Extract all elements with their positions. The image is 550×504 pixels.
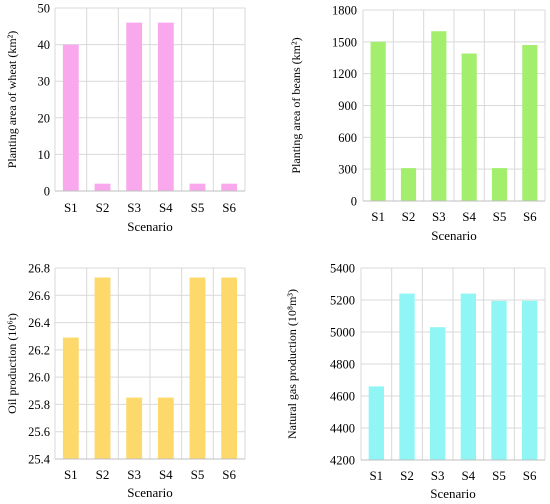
bar-s3 (126, 397, 143, 459)
y-axis-title: Planting area of beans (km²) (289, 37, 303, 173)
y-tick-label: 26.2 (28, 343, 50, 357)
bar-s1 (368, 386, 384, 460)
x-axis-title: Scenario (127, 219, 172, 234)
x-axis-title: Scenario (431, 228, 476, 243)
bar-s6 (522, 300, 538, 460)
y-tick-label: 4800 (330, 358, 355, 372)
y-tick-label: 26.4 (28, 316, 51, 330)
bar-s6 (221, 183, 238, 191)
bar-s2 (399, 293, 415, 460)
y-tick-label: 0 (44, 185, 50, 199)
y-tick-label: 25.6 (28, 425, 50, 439)
y-tick-label: 20 (38, 111, 51, 125)
bar-s6 (522, 45, 538, 202)
x-tick-label: S5 (492, 468, 506, 483)
y-tick-label: 5400 (330, 262, 355, 276)
bar-s1 (370, 41, 386, 202)
x-tick-label: S1 (64, 467, 78, 482)
x-tick-label: S1 (369, 468, 383, 483)
x-tick-label: S4 (462, 209, 476, 224)
bar-s2 (94, 183, 111, 191)
bar-s4 (460, 293, 476, 460)
x-tick-label: S4 (159, 200, 173, 215)
y-axis-title: Oil production (10⁶t) (5, 313, 19, 414)
x-tick-label: S6 (523, 468, 537, 483)
x-tick-label: S3 (432, 209, 446, 224)
y-tick-label: 1500 (332, 35, 357, 49)
y-tick-label: 50 (38, 2, 51, 16)
y-axis-title: Natural gas production (10⁸m³) (285, 289, 299, 439)
x-axis-title: Scenario (430, 486, 475, 501)
y-axis-title: Planting area of wheat (km²) (5, 31, 19, 169)
x-tick-label: S6 (523, 209, 537, 224)
x-tick-label: S3 (127, 200, 141, 215)
chart-panel-1: 0 10 20 30 40 50 S1 S2 S3 S4 S5 S6 Scenario Planting … (5, 2, 246, 234)
x-tick-label: S1 (371, 209, 385, 224)
y-tick-label: 30 (38, 75, 51, 89)
bar-s6 (221, 277, 238, 459)
x-axis-title: Scenario (127, 485, 172, 500)
y-tick-label: 26.8 (28, 262, 50, 276)
y-tick-label: 10 (38, 148, 51, 162)
y-tick-label: 1200 (332, 67, 357, 81)
x-tick-label: S3 (127, 467, 141, 482)
y-tick-label: 26.0 (28, 371, 50, 385)
bar-s2 (94, 277, 111, 459)
y-tick-label: 600 (338, 131, 357, 145)
y-tick-label: 25.4 (28, 453, 51, 467)
x-tick-label: S5 (493, 209, 507, 224)
bar-s3 (430, 327, 446, 460)
x-tick-label: S2 (96, 467, 110, 482)
x-tick-label: S6 (222, 467, 236, 482)
y-tick-label: 4600 (330, 390, 355, 404)
y-tick-label: 0 (351, 195, 357, 209)
chart-panel-2: 0 300 600 900 1200 1500 1800 S1 S2 S3 S4 S5 S6 Scenar… (289, 4, 546, 243)
x-tick-label: S4 (159, 467, 173, 482)
bar-s1 (62, 44, 79, 191)
y-tick-label: 25.8 (28, 398, 50, 412)
x-tick-label: S4 (461, 468, 475, 483)
y-tick-label: 5200 (330, 294, 355, 308)
bar-s1 (62, 337, 79, 459)
bar-s4 (157, 22, 174, 191)
y-tick-label: 40 (38, 38, 51, 52)
bar-s3 (126, 22, 143, 191)
x-tick-label: S2 (400, 468, 414, 483)
bar-s4 (461, 53, 477, 201)
y-tick-label: 26.6 (28, 289, 50, 303)
y-tick-label: 4200 (330, 454, 355, 468)
y-tick-label: 300 (338, 163, 357, 177)
x-tick-label: S2 (402, 209, 416, 224)
bar-s2 (400, 168, 417, 201)
bar-s5 (491, 168, 508, 201)
bar-s5 (189, 277, 206, 459)
x-tick-label: S6 (222, 200, 236, 215)
x-tick-label: S3 (431, 468, 445, 483)
x-tick-label: S5 (191, 200, 205, 215)
y-tick-label: 900 (338, 99, 357, 113)
x-tick-label: S2 (96, 200, 110, 215)
bar-s4 (157, 397, 174, 459)
y-tick-label: 4400 (330, 422, 355, 436)
y-tick-label: 1800 (332, 4, 357, 18)
bar-s5 (189, 183, 206, 191)
bar-s5 (491, 300, 507, 460)
chart-panel-4: 4200 4400 4600 4800 5000 5200 5400 S1 S2 S3 S4 S5 S6… (285, 262, 546, 501)
x-tick-label: S5 (191, 467, 205, 482)
x-tick-label: S1 (64, 200, 78, 215)
y-tick-label: 5000 (330, 326, 355, 340)
chart-panel-3: 25.4 25.6 25.8 26.0 26.2 26.4 26.6 26.8 S1 S2 S3 S4… (5, 262, 246, 500)
bar-s3 (431, 31, 447, 201)
